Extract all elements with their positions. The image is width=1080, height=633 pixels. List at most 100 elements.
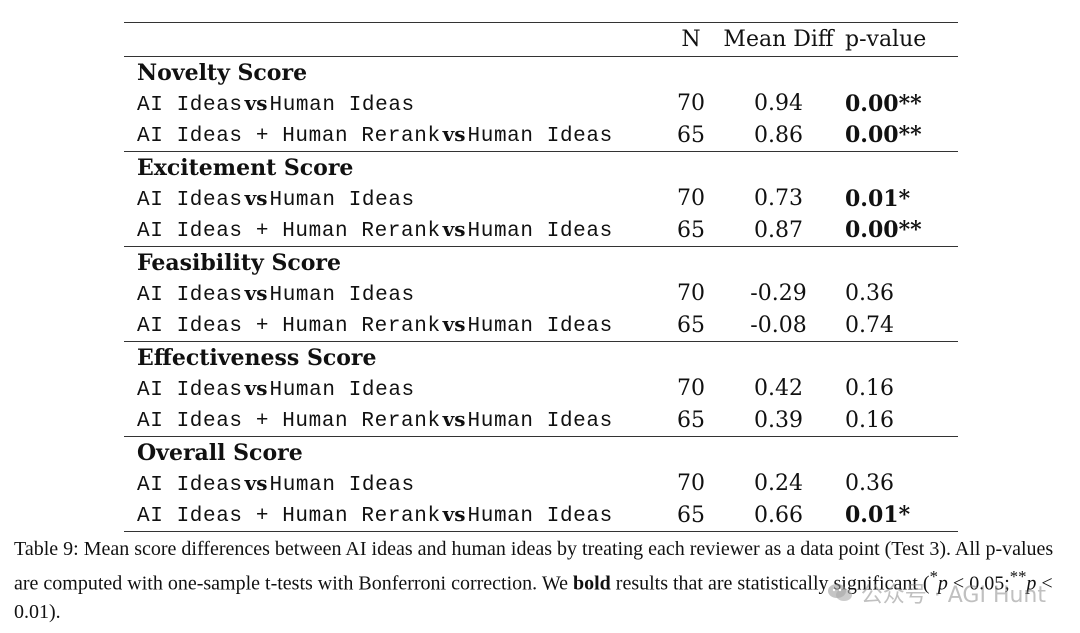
results-table-container: N Mean Diff p-value Novelty Score AI Idea…: [124, 22, 958, 532]
mean-diff-cell: 0.73: [754, 186, 803, 211]
header-p-value: p-value: [845, 27, 927, 52]
n-cell: 65: [666, 404, 716, 437]
mean-diff-cell: 0.39: [716, 404, 841, 437]
table-row: AI Ideas vsHuman Ideas 70 0.42 0.16: [124, 373, 958, 405]
comparison-right: Human Ideas: [467, 410, 613, 434]
comparison-left: AI Ideas + Human Rerank: [137, 220, 441, 244]
caption-sig1-star: *: [929, 567, 938, 586]
caption-sig2-p: p: [1026, 572, 1037, 595]
mean-diff-cell: -0.08: [716, 309, 841, 342]
n-cell: 70: [677, 376, 705, 401]
caption-sig1-p: p: [937, 572, 948, 595]
p-value-cell: 0.16: [845, 376, 894, 401]
table-row: AI Ideas + Human Rerank vsHuman Ideas 65 0.…: [124, 499, 958, 532]
mean-diff-cell: 0.94: [754, 91, 803, 116]
vs-label: vs: [442, 407, 466, 432]
comparison-right: Human Ideas: [269, 283, 415, 307]
caption-sig2-star: **: [1009, 567, 1027, 586]
p-value-cell: 0.16: [841, 404, 958, 437]
watermark: 公众号 · AGI Hunt: [827, 577, 1046, 609]
p-value-cell: 0.36: [845, 281, 894, 306]
table-row: AI Ideas vsHuman Ideas 70 0.73 0.01*: [124, 183, 958, 215]
comparison-cell: AI Ideas vsHuman Ideas: [124, 468, 666, 500]
vs-label: vs: [442, 312, 466, 337]
table-caption: Table 9: Mean score differences between …: [14, 535, 1074, 626]
watermark-text: 公众号 · AGI Hunt: [860, 583, 1046, 608]
comparison-right: Human Ideas: [467, 220, 613, 244]
comparison-cell: AI Ideas + Human Rerank vsHuman Ideas: [124, 404, 666, 437]
vs-label: vs: [442, 502, 466, 527]
comparison-right: Human Ideas: [467, 125, 613, 149]
p-value-cell: 0.01*: [845, 185, 911, 212]
section-header-row: Overall Score: [124, 437, 958, 468]
table-row: AI Ideas vsHuman Ideas 70 0.94 0.00**: [124, 88, 958, 120]
comparison-cell: AI Ideas vsHuman Ideas: [124, 88, 666, 120]
vs-label: vs: [442, 217, 466, 242]
table-header-row: N Mean Diff p-value: [124, 22, 958, 57]
section-header-row: Effectiveness Score: [124, 342, 958, 373]
comparison-cell: AI Ideas vsHuman Ideas: [124, 278, 666, 310]
n-cell: 65: [666, 309, 716, 342]
comparison-left: AI Ideas + Human Rerank: [137, 505, 441, 529]
comparison-right: Human Ideas: [467, 505, 613, 529]
vs-label: vs: [244, 90, 268, 115]
header-n: N: [681, 27, 701, 52]
comparison-cell: AI Ideas + Human Rerank vsHuman Ideas: [124, 119, 666, 152]
n-cell: 70: [677, 471, 705, 496]
mean-diff-cell: 0.66: [716, 499, 841, 532]
section-title: Overall Score: [137, 439, 303, 466]
results-table: N Mean Diff p-value Novelty Score AI Idea…: [124, 22, 958, 532]
vs-label: vs: [244, 280, 268, 305]
mean-diff-cell: 0.42: [754, 376, 803, 401]
caption-sig1-rest: < 0.05;: [947, 572, 1010, 595]
mean-diff-cell: 0.86: [716, 119, 841, 152]
vs-label: vs: [442, 122, 466, 147]
comparison-cell: AI Ideas + Human Rerank vsHuman Ideas: [124, 499, 666, 532]
header-mean-diff: Mean Diff: [723, 27, 834, 52]
table-row: AI Ideas vsHuman Ideas 70 0.24 0.36: [124, 468, 958, 500]
comparison-left: AI Ideas: [137, 93, 243, 117]
table-row: AI Ideas + Human Rerank vsHuman Ideas 65 0.…: [124, 214, 958, 247]
comparison-left: AI Ideas + Human Rerank: [137, 125, 441, 149]
section-title: Feasibility Score: [137, 249, 342, 276]
header-comparison: [124, 23, 666, 57]
comparison-right: Human Ideas: [269, 473, 415, 497]
comparison-right: Human Ideas: [269, 93, 415, 117]
comparison-left: AI Ideas: [137, 473, 243, 497]
wechat-icon: [827, 583, 853, 603]
section-header-row: Feasibility Score: [124, 247, 958, 278]
comparison-cell: AI Ideas + Human Rerank vsHuman Ideas: [124, 214, 666, 247]
caption-label: Table 9:: [14, 538, 79, 560]
n-cell: 65: [666, 214, 716, 247]
comparison-left: AI Ideas: [137, 283, 243, 307]
caption-text-1: Mean score differences between AI ideas …: [14, 538, 1054, 595]
mean-diff-cell: 0.87: [716, 214, 841, 247]
n-cell: 65: [666, 119, 716, 152]
vs-label: vs: [244, 185, 268, 210]
p-value-cell: 0.00**: [841, 119, 958, 152]
section-header-row: Excitement Score: [124, 152, 958, 183]
n-cell: 70: [677, 91, 705, 116]
n-cell: 65: [666, 499, 716, 532]
section-title: Effectiveness Score: [137, 344, 377, 371]
section-title: Novelty Score: [137, 59, 308, 86]
p-value-cell: 0.36: [845, 471, 894, 496]
caption-sig2-rest: < 0.01).: [14, 572, 1053, 623]
vs-label: vs: [244, 470, 268, 495]
comparison-left: AI Ideas: [137, 188, 243, 212]
table-row: AI Ideas + Human Rerank vsHuman Ideas 65 0.…: [124, 404, 958, 437]
comparison-cell: AI Ideas vsHuman Ideas: [124, 373, 666, 405]
n-cell: 70: [677, 186, 705, 211]
comparison-left: AI Ideas: [137, 378, 243, 402]
p-value-cell: 0.00**: [845, 90, 922, 117]
table-row: AI Ideas + Human Rerank vsHuman Ideas 65 -0…: [124, 309, 958, 342]
p-value-cell: 0.74: [841, 309, 958, 342]
comparison-left: AI Ideas + Human Rerank: [137, 315, 441, 339]
comparison-cell: AI Ideas + Human Rerank vsHuman Ideas: [124, 309, 666, 342]
n-cell: 70: [677, 281, 705, 306]
table-row: AI Ideas vsHuman Ideas 70 -0.29 0.36: [124, 278, 958, 310]
p-value-cell: 0.00**: [841, 214, 958, 247]
vs-label: vs: [244, 375, 268, 400]
comparison-right: Human Ideas: [269, 378, 415, 402]
comparison-right: Human Ideas: [269, 188, 415, 212]
